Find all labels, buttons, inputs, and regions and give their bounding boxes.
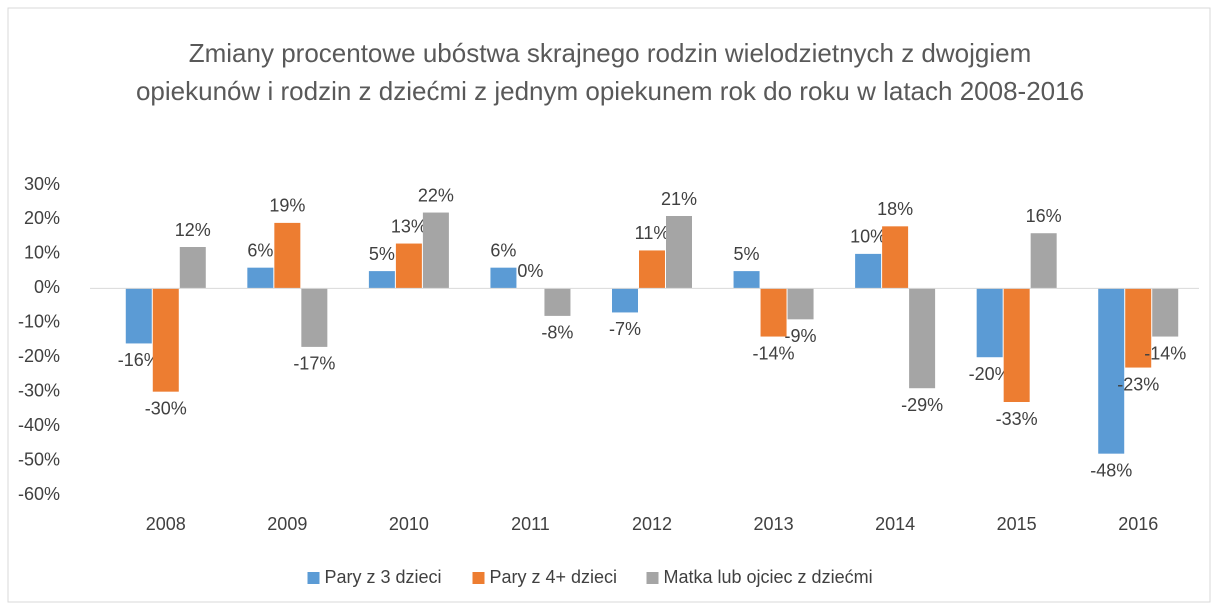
y-tick-label: -40% bbox=[18, 415, 60, 435]
bar bbox=[1030, 233, 1057, 289]
y-tick-label: -30% bbox=[18, 380, 60, 400]
legend-label: Pary z 4+ dzieci bbox=[490, 567, 618, 587]
bar bbox=[422, 212, 449, 289]
data-label: -30% bbox=[145, 398, 187, 418]
bar bbox=[733, 271, 760, 289]
bar bbox=[1003, 288, 1030, 402]
legend-swatch bbox=[307, 572, 320, 584]
bar bbox=[909, 288, 936, 389]
bar bbox=[787, 288, 814, 320]
bar bbox=[544, 288, 571, 316]
y-tick-label: 10% bbox=[24, 243, 60, 263]
x-tick-label: 2016 bbox=[1118, 514, 1158, 534]
data-label: 13% bbox=[391, 216, 427, 236]
x-tick-label: 2012 bbox=[632, 514, 672, 534]
data-label: -16% bbox=[118, 350, 160, 370]
data-label: -14% bbox=[753, 343, 795, 363]
x-tick-label: 2015 bbox=[997, 514, 1037, 534]
bar bbox=[152, 288, 179, 392]
data-label: -9% bbox=[785, 326, 817, 346]
bar bbox=[1152, 288, 1179, 337]
data-label: 21% bbox=[661, 189, 697, 209]
y-tick-label: -60% bbox=[18, 484, 60, 504]
bar bbox=[274, 222, 301, 289]
y-tick-label: -10% bbox=[18, 312, 60, 332]
data-label: -23% bbox=[1117, 374, 1159, 394]
data-label: 5% bbox=[369, 244, 395, 264]
bar bbox=[368, 271, 395, 289]
bar bbox=[666, 216, 692, 289]
bar bbox=[490, 267, 517, 289]
data-label: -29% bbox=[901, 395, 943, 415]
bar bbox=[639, 250, 665, 289]
data-label: 22% bbox=[418, 185, 454, 205]
x-tick-label: 2014 bbox=[875, 514, 915, 534]
data-label: 0% bbox=[517, 261, 543, 281]
bar bbox=[855, 253, 882, 289]
data-label: 6% bbox=[490, 240, 516, 260]
data-label: 16% bbox=[1026, 206, 1062, 226]
chart-title: Zmiany procentowe ubóstwa skrajnego rodz… bbox=[135, 38, 1085, 106]
bar bbox=[395, 243, 422, 289]
x-tick-label: 2010 bbox=[389, 514, 429, 534]
bar bbox=[179, 247, 206, 289]
y-tick-label: -20% bbox=[18, 346, 60, 366]
data-label: 18% bbox=[877, 199, 913, 219]
data-label: -7% bbox=[609, 319, 641, 339]
data-label: 12% bbox=[175, 220, 211, 240]
y-tick-label: 20% bbox=[24, 208, 60, 228]
data-label: 6% bbox=[247, 240, 273, 260]
data-label: -14% bbox=[1144, 343, 1186, 363]
y-tick-label: 30% bbox=[24, 174, 60, 194]
x-tick-label: 2011 bbox=[511, 514, 550, 534]
legend-swatch bbox=[646, 572, 659, 584]
data-label: -20% bbox=[969, 364, 1011, 384]
data-label: 19% bbox=[269, 196, 305, 216]
bar bbox=[882, 226, 909, 289]
bar bbox=[125, 288, 152, 344]
bar bbox=[1125, 288, 1152, 368]
legend-label: Pary z 3 dzieci bbox=[325, 567, 442, 587]
x-tick-label: 2013 bbox=[754, 514, 794, 534]
data-label: -33% bbox=[996, 409, 1038, 429]
data-label: -48% bbox=[1090, 460, 1132, 480]
data-label: 11% bbox=[635, 223, 670, 243]
y-tick-label: -50% bbox=[18, 449, 60, 469]
bar bbox=[247, 267, 274, 289]
data-label: 5% bbox=[734, 244, 760, 264]
bar bbox=[976, 288, 1003, 358]
bar bbox=[612, 288, 638, 313]
y-tick-label: 0% bbox=[34, 277, 60, 297]
x-tick-label: 2008 bbox=[146, 514, 186, 534]
data-label: -17% bbox=[293, 354, 335, 374]
bar bbox=[301, 288, 328, 347]
legend-swatch bbox=[472, 572, 485, 584]
data-label: -8% bbox=[541, 323, 573, 343]
bar bbox=[760, 288, 787, 337]
x-tick-label: 2009 bbox=[267, 514, 307, 534]
legend-label: Matka lub ojciec z dziećmi bbox=[664, 567, 873, 587]
bar bbox=[1098, 288, 1125, 454]
data-label: 10% bbox=[850, 227, 886, 247]
